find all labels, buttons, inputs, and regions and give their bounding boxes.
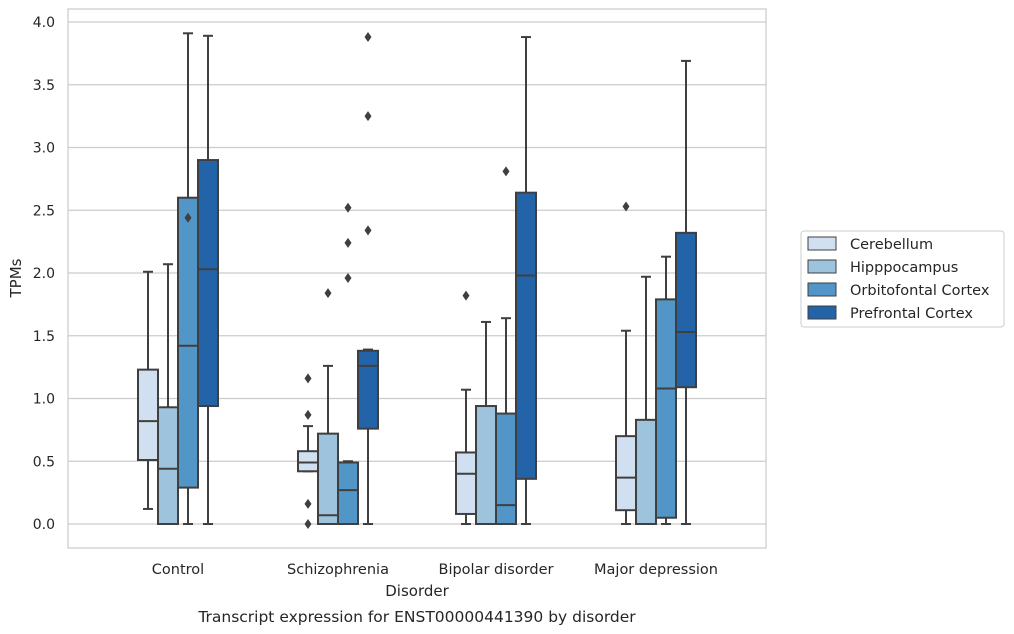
x-tick-label: Schizophrenia bbox=[287, 562, 389, 578]
legend-swatch bbox=[807, 236, 837, 251]
outlier-point bbox=[502, 166, 510, 177]
iqr-box bbox=[297, 450, 319, 473]
legend-label: Cerebellum bbox=[850, 237, 933, 253]
legend-label: Hipppocampus bbox=[850, 260, 958, 276]
y-tick-label: 0.5 bbox=[33, 454, 55, 470]
box-prefrontal-cortex bbox=[197, 34, 219, 525]
iqr-box bbox=[455, 451, 477, 515]
iqr-box bbox=[317, 432, 339, 526]
iqr-box bbox=[157, 406, 179, 525]
outlier-point bbox=[304, 409, 312, 420]
legend-frame bbox=[800, 230, 1005, 328]
box-orbitofontal-cortex bbox=[655, 255, 677, 525]
plot-frame bbox=[67, 8, 767, 549]
iqr-box bbox=[495, 412, 517, 525]
box-orbitofontal-cortex bbox=[337, 202, 359, 526]
legend-swatch bbox=[807, 259, 837, 274]
y-tick-labels: 0.0 0.5 1.0 1.5 2.0 2.5 3.0 3.5 4.0 bbox=[33, 15, 55, 533]
box-hipppocampus bbox=[317, 288, 339, 526]
iqr-box bbox=[357, 349, 379, 430]
x-tick-label: Control bbox=[152, 562, 204, 578]
y-tick-label: 3.0 bbox=[33, 141, 55, 157]
y-tick-label: 3.5 bbox=[33, 78, 55, 94]
iqr-box bbox=[675, 231, 697, 389]
box-prefrontal-cortex bbox=[515, 36, 537, 525]
outlier-point bbox=[304, 498, 312, 509]
y-tick-label: 1.5 bbox=[33, 329, 55, 345]
boxes bbox=[137, 32, 697, 529]
outlier-point bbox=[364, 111, 372, 122]
box-cerebellum bbox=[297, 373, 319, 529]
y-tick-label: 2.0 bbox=[33, 266, 55, 282]
y-tick-label: 0.0 bbox=[33, 517, 55, 533]
outlier-point bbox=[304, 373, 312, 384]
legend: Cerebellum Hipppocampus Orbitofontal Corte… bbox=[800, 230, 1005, 328]
iqr-box bbox=[337, 461, 359, 526]
outlier-point bbox=[324, 288, 332, 299]
iqr-box bbox=[475, 405, 497, 525]
iqr-box bbox=[137, 368, 159, 461]
outlier-point bbox=[462, 290, 470, 301]
x-tick-label: Major depression bbox=[594, 562, 718, 578]
outlier-point bbox=[344, 273, 352, 284]
legend-swatch bbox=[807, 282, 837, 297]
y-axis-label: TPMs bbox=[7, 258, 25, 298]
y-tick-label: 4.0 bbox=[33, 15, 55, 31]
outlier-point bbox=[304, 519, 312, 529]
outlier-point bbox=[344, 237, 352, 248]
outlier-point bbox=[184, 212, 192, 223]
iqr-box bbox=[515, 191, 537, 480]
iqr-box bbox=[177, 196, 199, 489]
x-tick-labels: Control Schizophrenia Bipolar disorder Majo… bbox=[152, 562, 718, 578]
iqr-box bbox=[615, 435, 637, 512]
x-axis-label: Disorder bbox=[385, 582, 449, 600]
legend-swatch bbox=[807, 305, 837, 320]
iqr-box bbox=[197, 159, 219, 408]
chart-caption: Transcript expression for ENST0000044139… bbox=[197, 608, 636, 626]
legend-label: Prefrontal Cortex bbox=[850, 306, 973, 322]
outlier-point bbox=[622, 201, 630, 212]
outlier-point bbox=[364, 32, 372, 43]
box-prefrontal-cortex bbox=[675, 59, 697, 525]
iqr-box bbox=[655, 298, 677, 519]
x-tick-label: Bipolar disorder bbox=[439, 562, 554, 578]
box-prefrontal-cortex bbox=[357, 32, 379, 525]
outlier-point bbox=[364, 225, 372, 236]
outlier-point bbox=[344, 202, 352, 213]
y-tick-label: 2.5 bbox=[33, 203, 55, 219]
box-cerebellum bbox=[455, 290, 477, 525]
iqr-box bbox=[635, 418, 657, 525]
y-tick-label: 1.0 bbox=[33, 392, 55, 408]
legend-label: Orbitofontal Cortex bbox=[850, 283, 990, 299]
